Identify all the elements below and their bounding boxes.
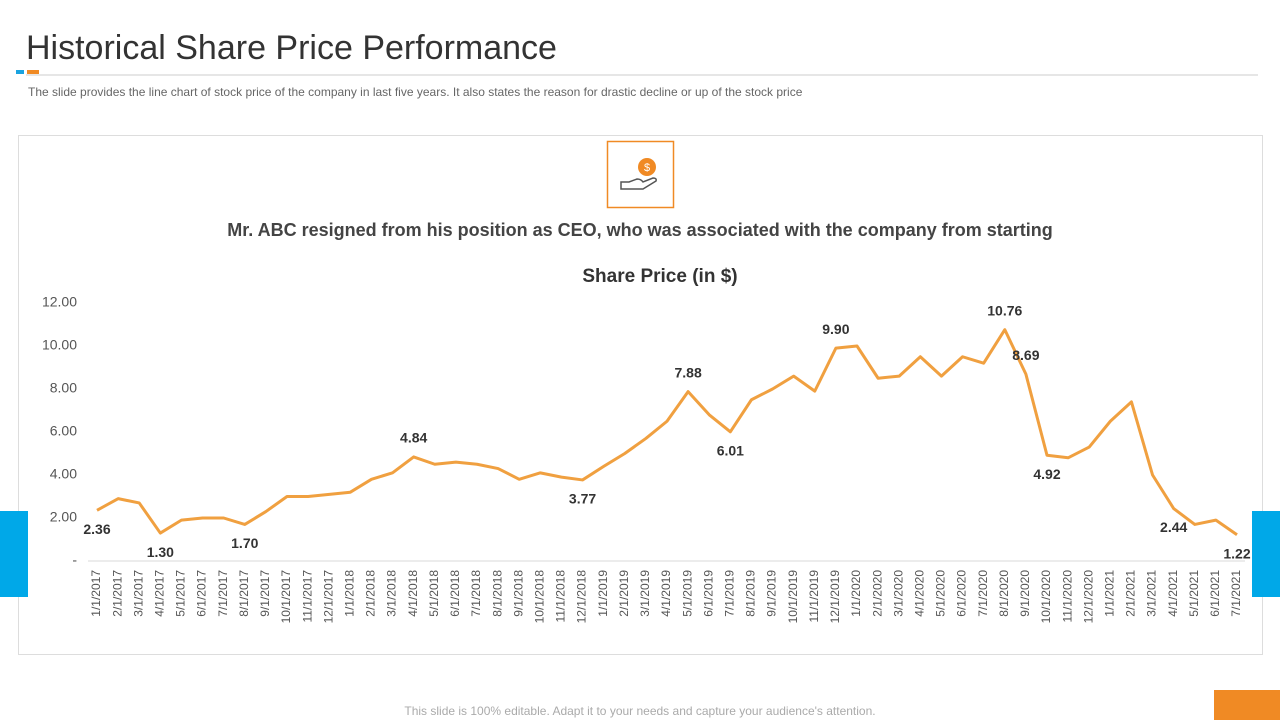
x-tick-label: 4/1/2019 <box>659 570 673 617</box>
svg-text:$: $ <box>644 162 650 174</box>
side-tab <box>0 511 28 597</box>
y-tick-label: 4.00 <box>50 466 77 482</box>
x-tick-label: 2/1/2018 <box>364 570 378 617</box>
x-tick-label: 1/1/2021 <box>1103 570 1117 617</box>
x-tick-label: 10/1/2018 <box>533 570 547 624</box>
x-tick-label: 12/1/2018 <box>575 570 589 624</box>
x-tick-label: 2/1/2017 <box>110 570 124 617</box>
data-label: 1.22 <box>1223 545 1250 561</box>
subtitle: The slide provides the line chart of sto… <box>28 85 803 99</box>
data-label: 1.70 <box>231 535 258 551</box>
x-tick-label: 1/1/2020 <box>849 570 863 617</box>
accent-blue <box>16 70 24 74</box>
x-tick-label: 3/1/2017 <box>131 570 145 617</box>
y-tick-label: 8.00 <box>50 380 77 396</box>
data-label: 6.01 <box>717 442 744 458</box>
x-tick-label: 2/1/2019 <box>617 570 631 617</box>
data-label: 7.88 <box>674 364 701 380</box>
data-label: 10.76 <box>987 302 1022 318</box>
chart-title: Share Price (in $) <box>582 266 737 287</box>
data-label: 9.90 <box>822 321 849 337</box>
data-label: 4.92 <box>1033 466 1060 482</box>
y-tick-label: 10.00 <box>42 337 77 353</box>
x-tick-label: 1/1/2018 <box>343 570 357 617</box>
x-tick-label: 11/1/2018 <box>554 570 568 623</box>
x-tick-label: 8/1/2017 <box>237 570 251 617</box>
data-label: 2.36 <box>83 521 110 537</box>
x-tick-label: 7/1/2019 <box>723 570 737 617</box>
x-tick-label: 4/1/2018 <box>406 570 420 617</box>
x-tick-label: 9/1/2018 <box>511 570 525 617</box>
x-tick-label: 7/1/2021 <box>1229 570 1243 617</box>
y-tick-label: 6.00 <box>50 423 77 439</box>
x-tick-label: 7/1/2020 <box>976 570 990 617</box>
y-tick-label: 2.00 <box>50 509 77 525</box>
y-tick-label: - <box>72 552 77 568</box>
data-label: 8.69 <box>1012 347 1039 363</box>
x-tick-label: 6/1/2021 <box>1208 570 1222 617</box>
x-tick-label: 5/1/2017 <box>174 570 188 617</box>
data-label: 1.30 <box>147 544 174 560</box>
x-tick-label: 8/1/2020 <box>997 570 1011 617</box>
accent-orange <box>27 70 39 74</box>
slide-title: Historical Share Price Performance <box>26 29 557 67</box>
x-tick-label: 3/1/2020 <box>891 570 905 617</box>
x-tick-label: 11/1/2020 <box>1060 570 1074 623</box>
x-tick-label: 1/1/2019 <box>596 570 610 617</box>
x-tick-label: 5/1/2021 <box>1187 570 1201 617</box>
y-tick-label: 12.00 <box>42 294 77 310</box>
x-tick-label: 10/1/2017 <box>279 570 293 624</box>
x-tick-label: 12/1/2020 <box>1081 570 1095 624</box>
side-tab <box>1252 511 1280 597</box>
x-tick-label: 4/1/2017 <box>153 570 167 617</box>
x-tick-label: 3/1/2019 <box>638 570 652 617</box>
x-tick-label: 8/1/2019 <box>744 570 758 617</box>
x-tick-label: 7/1/2018 <box>469 570 483 617</box>
x-tick-label: 12/1/2019 <box>828 570 842 624</box>
x-tick-label: 4/1/2020 <box>913 570 927 617</box>
x-tick-label: 12/1/2017 <box>321 570 335 624</box>
data-label: 3.77 <box>569 491 596 507</box>
icon: $ <box>606 140 675 209</box>
x-tick-label: 3/1/2018 <box>385 570 399 617</box>
x-tick-label: 5/1/2018 <box>427 570 441 617</box>
x-tick-label: 9/1/2020 <box>1018 570 1032 617</box>
card <box>18 135 1263 655</box>
x-tick-label: 6/1/2018 <box>448 570 462 617</box>
x-tick-label: 8/1/2018 <box>490 570 504 617</box>
data-label: 4.84 <box>400 430 427 446</box>
x-tick-label: 1/1/2017 <box>89 570 103 617</box>
x-tick-label: 6/1/2019 <box>701 570 715 617</box>
x-tick-label: 2/1/2021 <box>1124 570 1138 617</box>
footer-note: This slide is 100% editable. Adapt it to… <box>404 704 875 718</box>
x-tick-label: 10/1/2020 <box>1039 570 1053 624</box>
headline: Mr. ABC resigned from his position as CE… <box>227 220 1052 240</box>
x-tick-label: 11/1/2017 <box>300 570 314 623</box>
x-tick-label: 5/1/2019 <box>680 570 694 617</box>
x-tick-label: 3/1/2021 <box>1145 570 1159 617</box>
x-tick-label: 6/1/2017 <box>195 570 209 617</box>
x-tick-label: 5/1/2020 <box>934 570 948 617</box>
x-tick-label: 4/1/2021 <box>1166 570 1180 617</box>
x-tick-label: 2/1/2020 <box>870 570 884 617</box>
x-tick-label: 11/1/2019 <box>807 570 821 623</box>
x-tick-label: 7/1/2017 <box>216 570 230 617</box>
corner-block <box>1214 690 1280 720</box>
price-line <box>96 328 1238 537</box>
x-tick-label: 9/1/2017 <box>258 570 272 617</box>
x-tick-label: 6/1/2020 <box>955 570 969 617</box>
data-label: 2.44 <box>1160 519 1187 535</box>
x-tick-label: 9/1/2019 <box>765 570 779 617</box>
x-tick-label: 10/1/2019 <box>786 570 800 624</box>
